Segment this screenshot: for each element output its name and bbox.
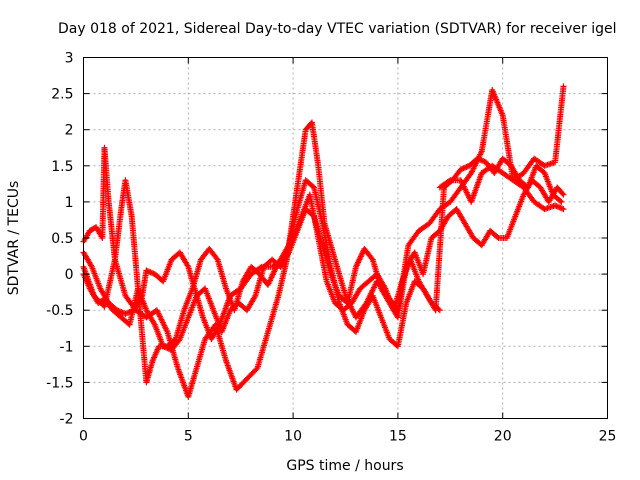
data-point (148, 269, 155, 276)
data-point (445, 178, 452, 185)
data-point (474, 155, 481, 162)
grid (83, 57, 608, 419)
data-point (558, 198, 565, 205)
y-tick-label: -1.5 (46, 375, 73, 391)
series-trace (436, 162, 567, 213)
data-point (560, 83, 567, 90)
y-axis-label: SDTVAR / TECUs (6, 181, 22, 296)
series-trace (80, 177, 443, 350)
axis-ticks: 0 5 10 15 20 25 -2 -1.5 -1 -0.5 0 0.5 1 1.5 2 2.5 3 (46, 51, 616, 445)
data-point (463, 164, 470, 171)
data-marks (80, 83, 567, 400)
data-point (119, 309, 126, 316)
y-tick-label: 3 (65, 51, 74, 67)
data-point (557, 204, 564, 211)
data-point (553, 203, 560, 210)
x-tick-label: 25 (599, 429, 617, 445)
data-point (213, 255, 220, 262)
x-tick-label: 15 (389, 429, 407, 445)
data-point (123, 310, 130, 317)
data-point (552, 202, 559, 209)
data-point (478, 157, 485, 164)
data-point (559, 205, 566, 212)
x-tick-label: 20 (494, 429, 512, 445)
data-point (560, 206, 567, 213)
data-point (144, 268, 151, 275)
data-point (146, 268, 153, 275)
data-point (477, 156, 484, 163)
data-point (461, 164, 468, 171)
x-tick-label: 0 (79, 429, 88, 445)
data-point (560, 191, 567, 198)
data-point (459, 165, 466, 172)
y-tick-label: 0.5 (51, 231, 73, 247)
data-point (143, 267, 150, 274)
data-point (460, 165, 467, 172)
data-point (147, 269, 154, 276)
y-tick-label: 2.5 (51, 87, 73, 103)
data-point (559, 190, 566, 197)
data-point (118, 309, 125, 316)
data-point (557, 197, 564, 204)
data-point (457, 166, 464, 173)
y-tick-label: 0 (65, 267, 74, 283)
data-point (494, 233, 501, 240)
y-tick-label: -1 (60, 339, 74, 355)
x-tick-label: 5 (184, 429, 193, 445)
y-tick-label: -2 (60, 412, 74, 428)
chart-title: Day 018 of 2021, Sidereal Day-to-day VTE… (58, 21, 617, 37)
data-point (554, 203, 561, 210)
y-tick-label: 2 (65, 123, 74, 139)
data-point (556, 204, 563, 211)
data-point (122, 310, 129, 317)
x-axis-label: GPS time / hours (286, 458, 403, 474)
y-tick-label: -0.5 (46, 303, 73, 319)
x-tick-label: 10 (284, 429, 302, 445)
data-point (368, 255, 375, 262)
y-tick-label: 1.5 (51, 159, 73, 175)
data-point (475, 156, 482, 163)
data-point (480, 157, 487, 164)
y-tick-label: 1 (65, 195, 74, 211)
